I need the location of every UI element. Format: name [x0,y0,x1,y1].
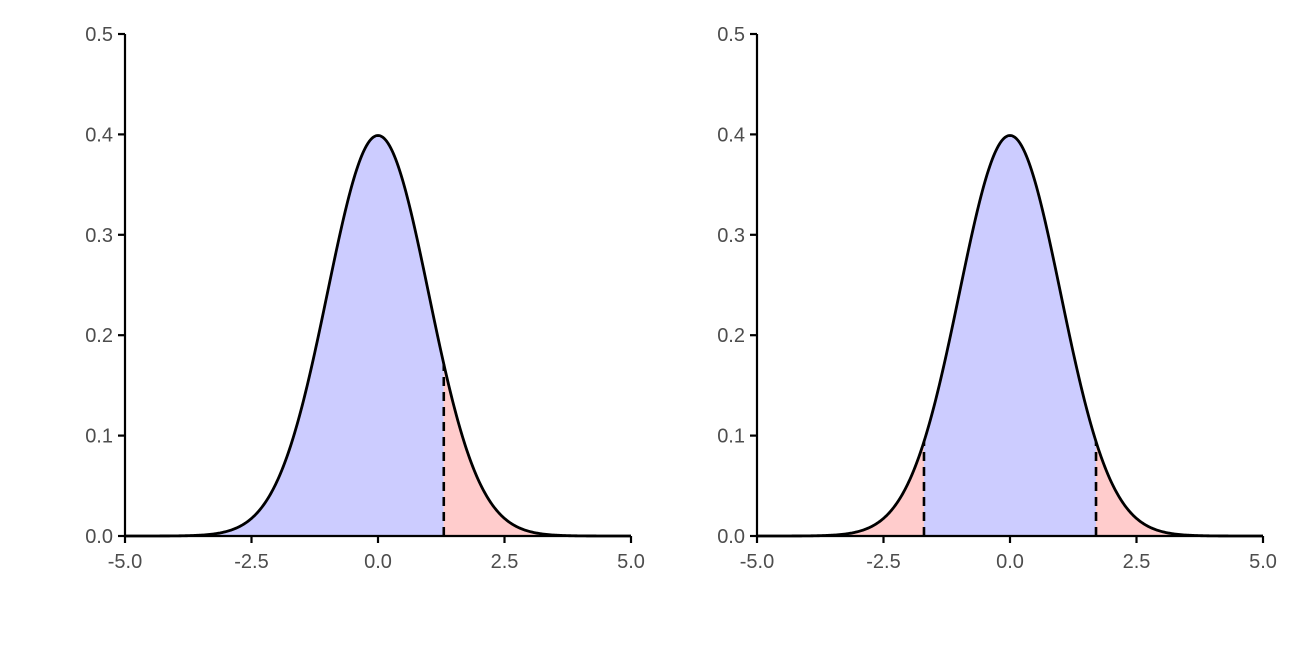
y-tick-label: 0.1 [717,426,745,448]
y-tick-label: 0.0 [717,526,745,548]
y-tick-label: 0.3 [85,225,113,247]
x-tick-label: 0.0 [996,551,1024,573]
panel-two-tailed: 0.0 0.1 0.2 0.3 0.4 0.5 -5.0 -2.5 0.0 2.5 5.0 [717,24,1277,573]
shaded-region-0 [757,441,924,536]
x-tick-label: -2.5 [234,551,268,573]
shaded-region-1 [443,363,631,536]
x-tick-label: 5.0 [1249,551,1277,573]
y-tick-label: 0.3 [717,225,745,247]
y-tick-label: 0.2 [717,325,745,347]
panel-one-tailed: 0.0 0.1 0.2 0.3 0.4 0.5 -5.0 -2.5 0.0 2.5 5.0 [85,24,645,573]
density-curve [124,134,632,538]
density-curve [756,134,1264,538]
x-tick-label: -5.0 [740,551,774,573]
x-tick-label: 0.0 [364,551,392,573]
shaded-region-2 [1096,441,1263,536]
y-tick-label: 0.1 [85,426,113,448]
shaded-region-1 [923,135,1097,536]
y-tick-label: 0.5 [717,24,745,46]
x-tick-label: 5.0 [617,551,645,573]
y-tick-label: 0.5 [85,24,113,46]
y-tick-label: 0.4 [85,124,113,146]
y-tick-label: 0.0 [85,526,113,548]
x-tick-label: -2.5 [866,551,900,573]
y-tick-label: 0.2 [85,325,113,347]
x-tick-label: 2.5 [1123,551,1151,573]
shaded-region-0 [125,135,444,537]
x-tick-label: -5.0 [108,551,142,573]
x-tick-label: 2.5 [491,551,519,573]
y-tick-label: 0.4 [717,124,745,146]
